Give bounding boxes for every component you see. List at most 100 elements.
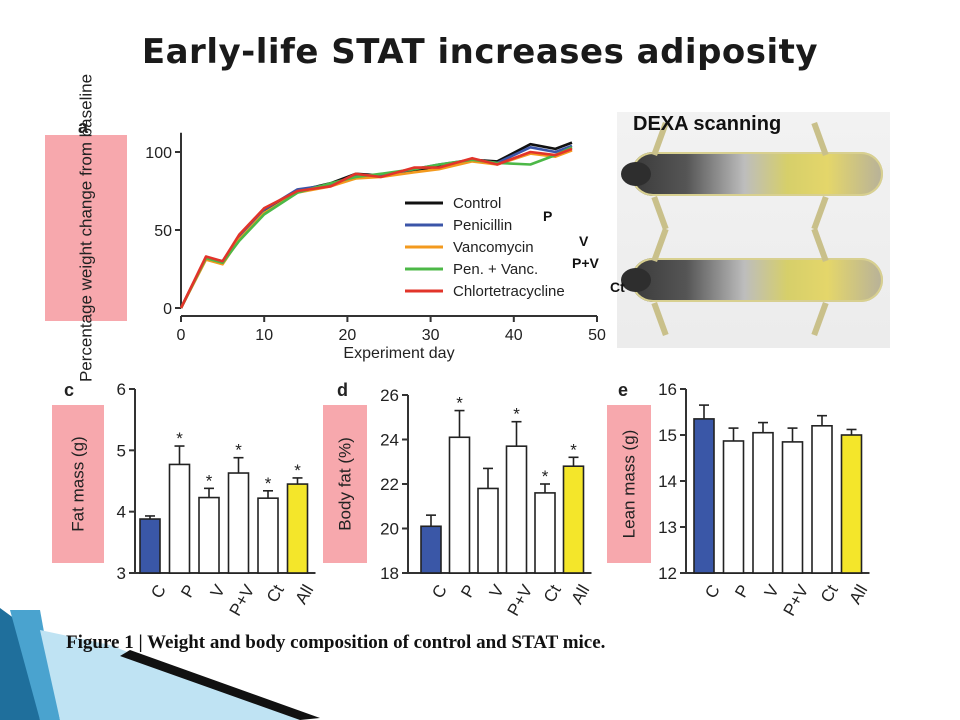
legend-label-1: Penicillin: [453, 217, 512, 234]
bar-d-0: [420, 525, 442, 574]
significance-star-c-1: *: [176, 429, 183, 448]
xtick-label-c-2: V: [207, 581, 229, 601]
panel-e-ytick-label: 13: [658, 518, 677, 537]
bar-e-5: [840, 434, 863, 574]
panel-d-ytick-label: 26: [380, 386, 399, 405]
panel-letter-d: d: [337, 380, 348, 400]
panel-e-ylabel: Lean mass (g): [620, 430, 639, 539]
panel-e-ytick-label: 14: [658, 472, 677, 491]
panel-letter-a: a: [78, 117, 89, 137]
xtick-label-e-4: Ct: [817, 581, 842, 605]
bar-e-0: [693, 418, 715, 574]
legend-label-3: Pen. + Vanc.: [453, 261, 538, 278]
panel-a-xtick-label: 30: [422, 327, 440, 344]
significance-star-c-3: *: [235, 441, 242, 460]
panel-letter-c: c: [64, 380, 74, 400]
panel-a-ytick-label: 50: [154, 223, 172, 240]
panel-d-ylabel-box: [323, 405, 367, 563]
panel-c-ylabel-box: [52, 405, 104, 563]
panel-a-xlabel: Experiment day: [343, 345, 454, 362]
bar-d-5: [562, 465, 585, 574]
bar-c-2: [198, 496, 220, 574]
panel-d-ytick-label: 18: [380, 564, 399, 583]
dexa-leg: [811, 121, 829, 157]
panel-c-ytick-label: 6: [117, 380, 126, 399]
xtick-label-c-0: C: [147, 582, 170, 602]
significance-star-c-2: *: [206, 471, 213, 490]
xtick-label-e-5: All: [845, 582, 871, 608]
panel-e-ylabel-box: [607, 405, 651, 563]
inline-label-pv: P+V: [572, 255, 599, 271]
panel-c-ylabel: Fat mass (g): [69, 436, 88, 531]
xtick-label-c-5: All: [291, 582, 317, 608]
panel-letter-e: e: [618, 380, 628, 400]
xtick-label-d-3: P+V: [504, 581, 537, 619]
xtick-label-c-1: P: [177, 582, 199, 601]
bar-c-4: [257, 497, 279, 574]
dexa-mouse-bottom: [621, 258, 883, 302]
panel-d-ytick-label: 22: [380, 475, 399, 494]
panel-c-ytick-label: 3: [117, 564, 126, 583]
xtick-label-d-5: All: [567, 582, 593, 608]
xtick-label-d-2: V: [486, 581, 508, 601]
panel-e-bar-chart: e Lean mass (g) 12 13 14 15 16 C P VP+V Ct All: [607, 380, 871, 619]
inline-label-p: P: [543, 208, 553, 224]
legend-label-2: Vancomycin: [453, 239, 534, 256]
panel-d-bar-chart: d Body fat (%) 18 20 22 24 26 C * P V * P+V * Ct * All: [323, 380, 593, 619]
dexa-mouse-top: [621, 152, 883, 196]
panel-a-xtick-label: 0: [177, 327, 186, 344]
figure-caption: Figure 1 | Weight and body composition o…: [66, 632, 606, 653]
panel-c-bar-chart: c Fat mass (g) 3 4 5 6 C * P * V * P+V * Ct * All: [52, 380, 317, 619]
panel-a-ylabel-box: [45, 135, 127, 321]
xtick-label-e-3: P+V: [780, 581, 813, 619]
significance-star-d-3: *: [513, 405, 520, 424]
dexa-leg: [811, 301, 829, 337]
panel-a-xtick-label: 50: [588, 327, 606, 344]
dexa-leg: [651, 227, 669, 263]
panel-c-ytick-label: 4: [117, 503, 126, 522]
legend-label-4: Chlortetracycline: [453, 283, 565, 300]
dexa-leg: [811, 227, 829, 263]
panel-a-xtick-label: 10: [255, 327, 273, 344]
bar-e-3: [781, 441, 804, 574]
significance-star-c-5: *: [294, 461, 301, 480]
xtick-label-e-2: V: [761, 581, 783, 601]
inline-label-ct: Ct: [610, 279, 625, 295]
xtick-label-c-4: Ct: [263, 581, 288, 605]
dexa-leg: [811, 195, 829, 231]
significance-star-c-4: *: [265, 474, 272, 493]
panel-e-ytick-label: 15: [658, 426, 677, 445]
dexa-label: DEXA scanning: [633, 113, 782, 135]
xtick-label-d-1: P: [457, 582, 479, 601]
bar-e-4: [811, 424, 833, 574]
bar-c-5: [286, 483, 309, 574]
dexa-leg: [651, 301, 669, 337]
xtick-label-e-1: P: [731, 582, 753, 601]
panel-c-ytick-label: 5: [117, 441, 126, 460]
significance-star-d-1: *: [456, 394, 463, 413]
significance-star-d-4: *: [542, 467, 549, 486]
significance-star-d-5: *: [570, 440, 577, 459]
bar-e-1: [722, 440, 745, 574]
dexa-scan-image: [617, 112, 890, 348]
panel-a-ytick-label: 100: [145, 145, 172, 162]
panel-a-xtick-label: 20: [339, 327, 357, 344]
dexa-leg: [651, 195, 669, 231]
panel-d-ytick-label: 24: [380, 431, 399, 450]
xtick-label-d-0: C: [428, 582, 451, 602]
bar-c-1: [168, 463, 191, 574]
panel-a-ylabel: Percentage weight change from baseline: [77, 74, 96, 382]
panel-d-ylabel: Body fat (%): [336, 437, 355, 531]
legend-label-0: Control: [453, 195, 501, 212]
panel-e-ytick-label: 12: [658, 564, 677, 583]
slide-title: Early-life STAT increases adiposity: [141, 32, 819, 72]
bar-d-4: [534, 492, 556, 574]
xtick-label-c-3: P+V: [226, 581, 259, 619]
bar-c-3: [227, 472, 250, 574]
bar-e-2: [752, 431, 774, 574]
bar-c-0: [139, 518, 161, 574]
xtick-label-d-4: Ct: [540, 581, 565, 605]
panel-a-ytick-label: 0: [163, 301, 172, 318]
